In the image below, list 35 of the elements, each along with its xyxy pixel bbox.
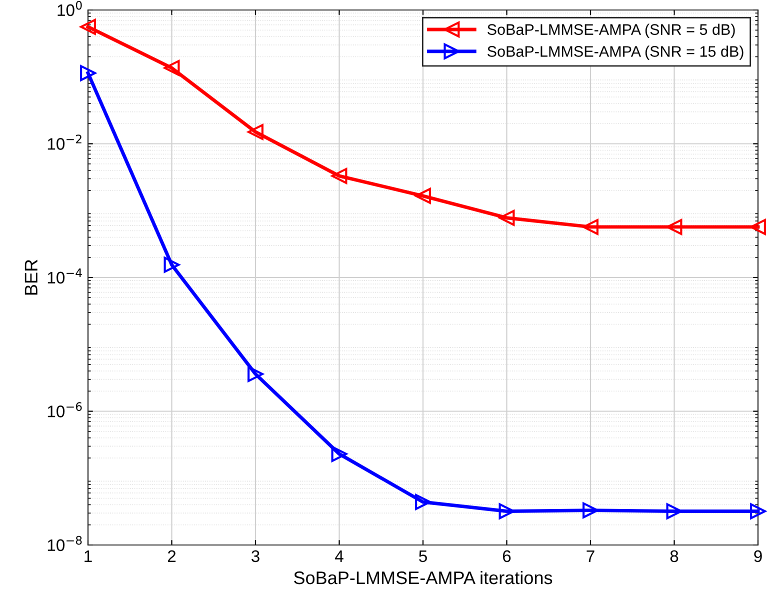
point <box>164 256 180 273</box>
y-tick-label: 10$^{−4}$ <box>48 268 82 284</box>
x-tick-label: 1 <box>84 550 92 562</box>
point <box>248 124 264 140</box>
y-tick-label: 10$^{0}$ <box>58 0 82 16</box>
y-tick-label: 10$^{−2}$ <box>48 134 82 150</box>
x-tick-label: 4 <box>335 550 344 562</box>
point <box>80 65 96 82</box>
x-tick-label: 2 <box>168 550 176 562</box>
point <box>498 503 515 520</box>
x-tick-label: 7 <box>586 550 594 562</box>
point <box>666 218 682 235</box>
point <box>415 494 431 510</box>
x-tick-label: 9 <box>754 550 762 562</box>
point <box>415 188 431 204</box>
x-tick-label: 6 <box>502 550 511 562</box>
point <box>80 18 96 35</box>
legend-label: SoBaP-LMMSE-AMPA (SNR = 5 dB) <box>488 24 735 38</box>
point <box>750 218 766 235</box>
point <box>331 168 348 184</box>
point <box>498 210 515 226</box>
y-axis-title: BER <box>24 260 38 295</box>
point <box>248 366 264 382</box>
x-tick-label: 3 <box>252 550 260 562</box>
legend-label: SoBaP-LMMSE-AMPA (SNR = 15 dB) <box>488 46 744 60</box>
y-tick-label: 10$^{−8}$ <box>48 536 82 552</box>
point <box>582 502 598 518</box>
point <box>750 503 766 520</box>
x-tick-label: 8 <box>670 550 678 562</box>
point <box>582 218 598 235</box>
point <box>164 60 180 76</box>
x-tick-label: 5 <box>419 550 427 562</box>
point <box>331 446 348 462</box>
x-axis-title: SoBaP-LMMSE-AMPA iterations <box>294 570 552 584</box>
y-tick-label: 10$^{−6}$ <box>48 402 82 418</box>
